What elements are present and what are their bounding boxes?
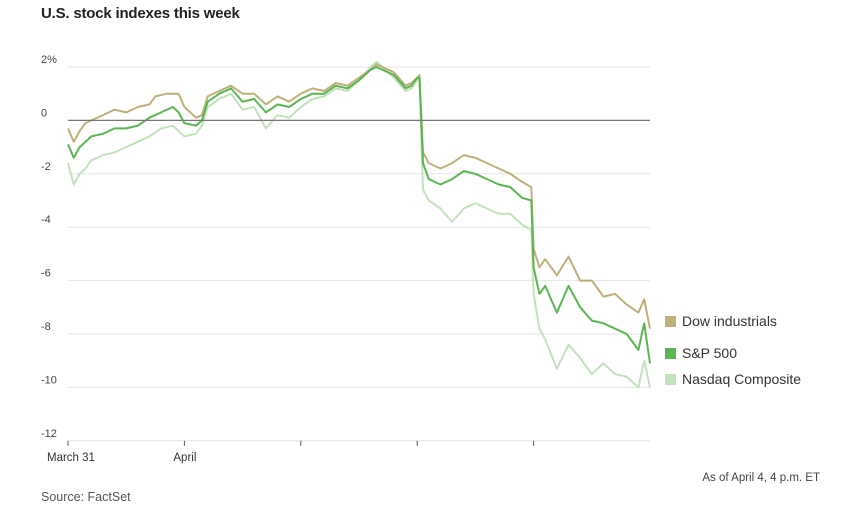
y-tick-label-0: 2%	[41, 54, 57, 66]
y-tick-label-2: -2	[41, 161, 51, 173]
y-axis-tick-labels: 2% 0 -2 -4 -6 -8 -10 -12	[41, 54, 57, 440]
timestamp-note: As of April 4, 4 p.m. ET	[702, 472, 820, 484]
source-note: Source: FactSet	[41, 490, 131, 504]
series-lines	[67, 60, 651, 389]
y-tick-label-5: -8	[41, 321, 51, 333]
y-tick-label-6: -10	[41, 374, 57, 386]
legend-label-0: Dow industrials	[682, 313, 777, 329]
series-line-0	[67, 63, 651, 329]
y-tick-label-4: -6	[41, 268, 51, 280]
legend-label-2: Nasdaq Composite	[682, 371, 801, 387]
x-tick-label-1: April	[173, 452, 196, 464]
legend-swatch-0	[665, 316, 676, 327]
x-tick-label-0: March 31	[47, 452, 95, 464]
y-tick-label-7: -12	[41, 428, 57, 440]
grid-lines	[68, 66, 650, 442]
y-tick-label-1: 0	[41, 107, 47, 119]
legend-swatch-2	[665, 374, 676, 385]
legend: Dow industrials S&P 500 Nasdaq Composite	[665, 313, 801, 387]
series-line-2	[67, 60, 651, 389]
x-axis: March 31 April	[47, 440, 535, 464]
legend-label-1: S&P 500	[682, 345, 737, 361]
y-tick-label-3: -4	[41, 214, 51, 226]
legend-swatch-1	[665, 348, 676, 359]
line-chart: 2% 0 -2 -4 -6 -8 -10 -12 March 31 April Dow indu…	[41, 54, 801, 464]
series-line-1	[67, 66, 651, 364]
chart-title: U.S. stock indexes this week	[41, 5, 240, 22]
